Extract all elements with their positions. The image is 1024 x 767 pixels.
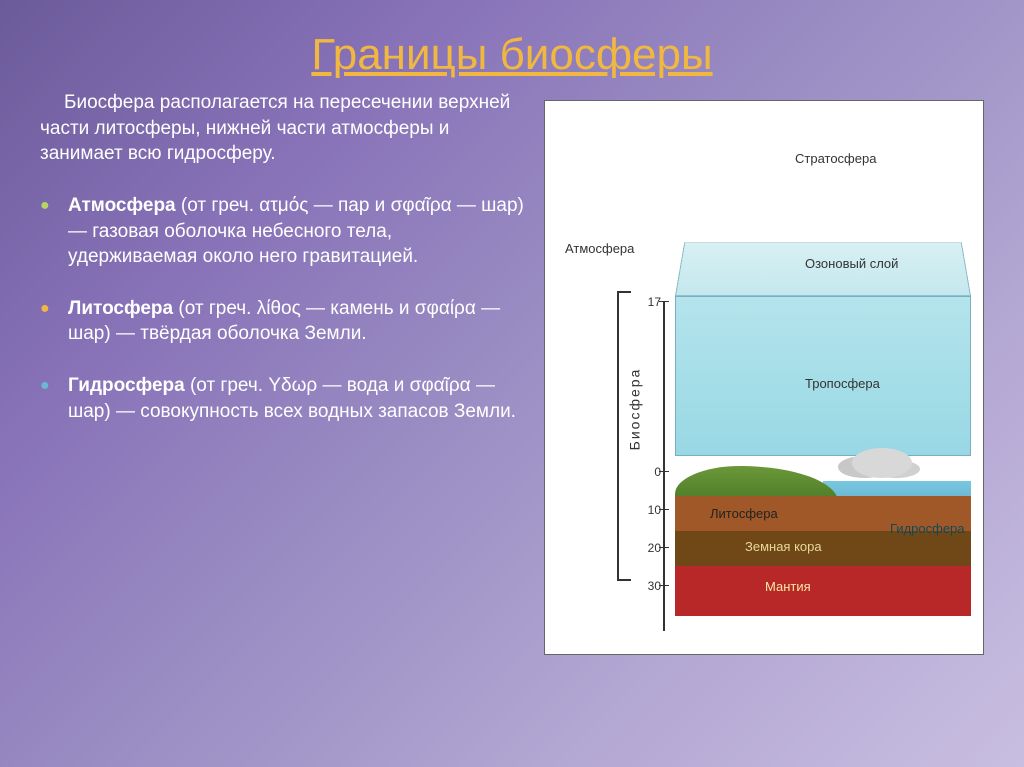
label-lithosphere: Литосфера xyxy=(710,506,778,521)
label-hydrosphere: Гидросфера xyxy=(890,521,965,536)
layer-crust xyxy=(675,531,971,566)
diagram-column: Стратосфера Атмосфера Озоновый слой Троп… xyxy=(544,90,984,655)
vertical-axis xyxy=(663,301,665,631)
term: Гидросфера xyxy=(68,375,185,396)
cloud-icon xyxy=(852,448,912,478)
page-title: Границы биосферы xyxy=(0,0,1024,90)
axis-value: 17 xyxy=(633,295,661,309)
bullet-lithosphere: Литосфера (от греч. λίθος — камень и σφα… xyxy=(40,296,524,347)
ground-layers xyxy=(675,456,971,646)
content-row: Биосфера располагается на пересечении ве… xyxy=(0,90,1024,655)
label-biosphere: Биосфера xyxy=(626,368,642,451)
axis-value: 20 xyxy=(633,541,661,555)
term: Атмосфера xyxy=(68,195,176,216)
biosphere-diagram: Стратосфера Атмосфера Озоновый слой Троп… xyxy=(544,100,984,655)
label-mantle: Мантия xyxy=(765,579,811,594)
label-troposphere: Тропосфера xyxy=(805,376,880,391)
text-column: Биосфера располагается на пересечении ве… xyxy=(40,90,524,655)
label-ozone: Озоновый слой xyxy=(805,256,898,271)
axis-value: 10 xyxy=(633,503,661,517)
label-stratosphere: Стратосфера xyxy=(795,151,876,166)
bullet-atmosphere: Атмосфера (от греч. ατμός — пар и σφαῖρα… xyxy=(40,193,524,270)
term: Литосфера xyxy=(68,298,173,319)
label-atmosphere: Атмосфера xyxy=(565,241,634,256)
axis-value: 0 xyxy=(633,465,661,479)
bullet-hydrosphere: Гидросфера (от греч. Yδωρ — вода и σφαῖρ… xyxy=(40,373,524,424)
layer-mantle xyxy=(675,566,971,616)
label-crust: Земная кора xyxy=(745,539,822,554)
intro-paragraph: Биосфера располагается на пересечении ве… xyxy=(40,90,524,167)
axis-value: 30 xyxy=(633,579,661,593)
